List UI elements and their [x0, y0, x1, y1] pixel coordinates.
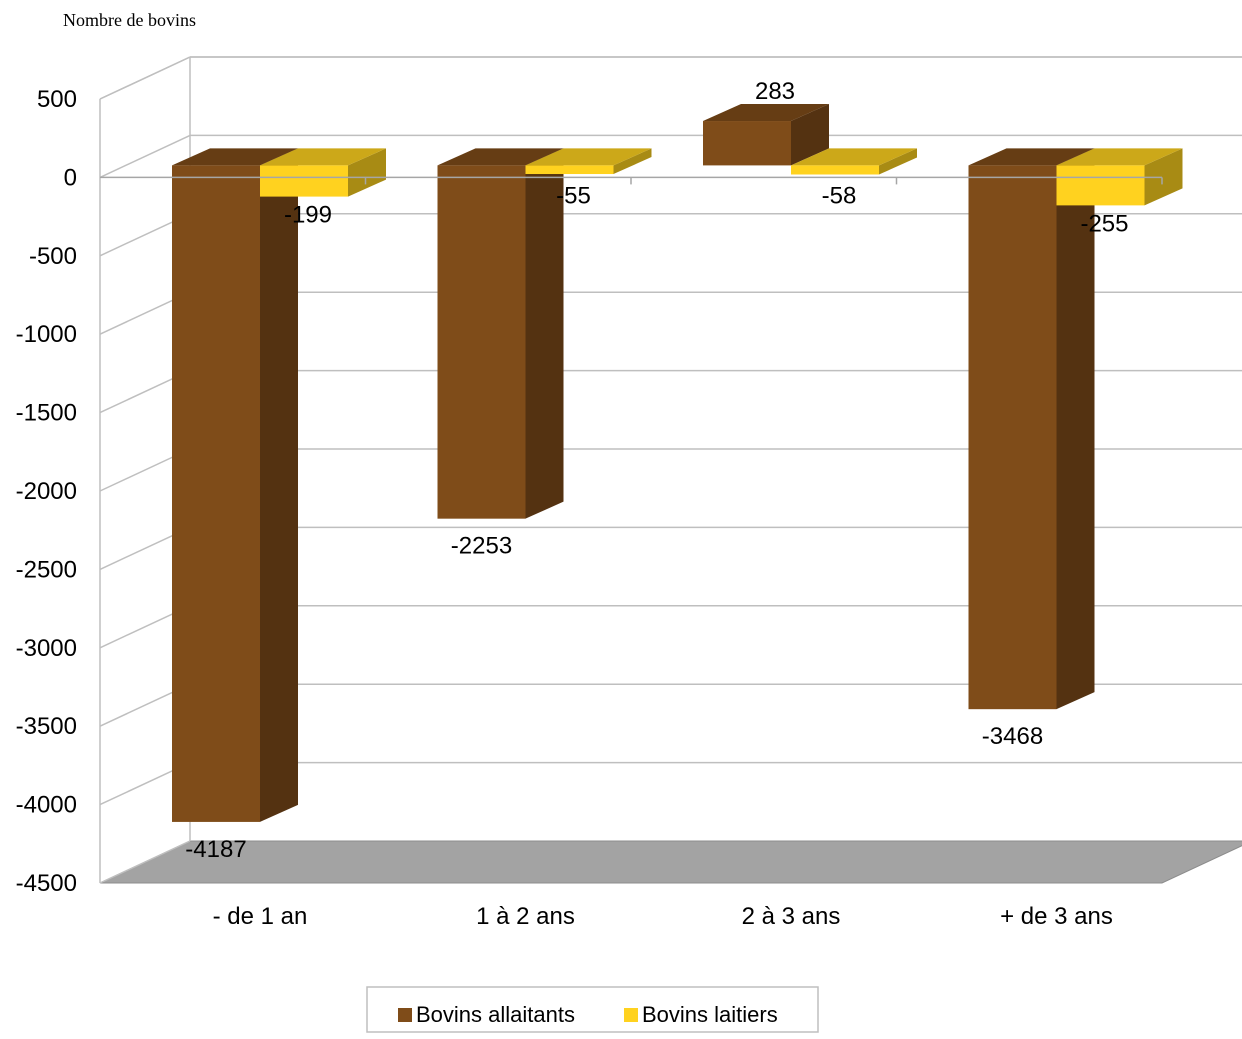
data-label: 283	[755, 78, 795, 105]
bar-top	[1056, 148, 1183, 166]
data-label: -55	[556, 182, 591, 209]
bar-1-3	[1056, 148, 1183, 206]
data-label: -2253	[451, 533, 512, 560]
chart-walls	[99, 56, 1242, 884]
legend-label: Bovins laitiers	[642, 1002, 778, 1027]
data-label: -3468	[982, 723, 1043, 750]
legend-label: Bovins allaitants	[416, 1002, 575, 1027]
bar-0-2	[703, 104, 829, 166]
data-label: -4187	[185, 836, 246, 863]
y-tick-label: -4500	[16, 870, 77, 897]
bar-side	[260, 148, 298, 822]
data-labels: -4187 -199 -2253 -55 283 -58 -3468 -255	[185, 78, 1128, 863]
bar-top	[525, 148, 652, 166]
bar-front	[172, 165, 260, 822]
bar-0-1	[437, 148, 564, 519]
bar-side	[525, 148, 564, 519]
bar-front	[1056, 165, 1145, 206]
bar-top	[703, 104, 829, 122]
bar-top	[260, 148, 386, 166]
gridline-side	[99, 134, 191, 179]
bar-front	[437, 165, 526, 519]
y-tick-label: -2000	[16, 478, 77, 505]
bar-side	[613, 148, 652, 175]
legend: Bovins allaitants Bovins laitiers	[366, 986, 819, 1033]
bars	[100, 104, 1183, 822]
y-tick-label: -4000	[16, 792, 77, 819]
bar-front	[260, 165, 348, 197]
y-tick-label: -1500	[16, 400, 77, 427]
x-tick-labels: - de 1 an 1 à 2 ans 2 à 3 ans + de 3 ans	[213, 903, 1113, 930]
legend-swatch	[624, 1008, 638, 1022]
bar-1-1	[525, 148, 652, 175]
bar-top	[437, 148, 564, 166]
data-label: -255	[1080, 210, 1128, 237]
data-label: -58	[822, 182, 857, 209]
bar-front	[968, 165, 1057, 710]
y-tick-label: -3500	[16, 713, 77, 740]
y-tick-label: -3000	[16, 635, 77, 662]
y-tick-label: 500	[37, 86, 77, 113]
chart-floor	[99, 840, 1242, 884]
y-tick-label: -500	[29, 243, 77, 270]
bar-0-0	[172, 148, 298, 822]
bar-side	[1144, 148, 1183, 206]
bar-top	[172, 148, 298, 166]
bar-side	[791, 104, 829, 166]
y-tick-label: 0	[64, 164, 77, 191]
bar-1-2	[791, 148, 917, 175]
x-tick-label: 1 à 2 ans	[476, 903, 575, 930]
bar-front	[703, 121, 791, 166]
x-tick-label: + de 3 ans	[1000, 903, 1113, 930]
bar-side	[348, 148, 386, 197]
y-tick-label: -2500	[16, 556, 77, 583]
bar-side	[879, 148, 917, 175]
bar-0-3	[968, 148, 1095, 710]
data-label: -199	[284, 202, 332, 229]
bar-front	[525, 165, 614, 175]
legend-box	[366, 986, 819, 1033]
bar-top	[791, 148, 917, 166]
x-tick-label: - de 1 an	[213, 903, 308, 930]
x-tick-label: 2 à 3 ans	[742, 903, 841, 930]
y-axis-title: Nombre de bovins	[63, 10, 196, 30]
y-tick-labels: 500 0 -500 -1000 -1500 -2000 -2500 -3000 -3500 -4…	[16, 86, 77, 897]
bar-1-0	[260, 148, 386, 197]
legend-swatch	[398, 1008, 412, 1022]
y-tick-label: -1000	[16, 321, 77, 348]
bar-front	[791, 165, 879, 175]
bar-side	[1056, 148, 1095, 710]
bar-top	[968, 148, 1095, 166]
gridline-side	[99, 56, 191, 100]
gridline-side	[99, 840, 191, 884]
